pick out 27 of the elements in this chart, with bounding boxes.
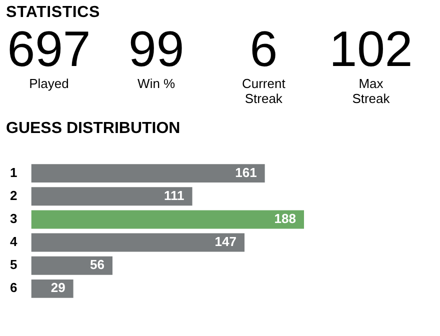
text: 99 [128,21,186,77]
y-tick-label: 4 [10,234,18,250]
y-tick-label: 6 [10,280,18,296]
bar [31,187,192,206]
data-label: 161 [235,164,257,180]
y-tick-label: 2 [10,188,18,203]
text: STATISTICS [6,4,101,22]
text: 6 [248,21,279,77]
bar [31,164,265,183]
y-tick-label: 1 [10,164,18,180]
text: Max Streak [351,76,391,106]
data-label: 29 [50,280,66,296]
chart-title: GUESS DISTRIBUTION [6,120,182,138]
y-tick-label: 3 [10,211,18,226]
bar [31,233,245,252]
text: Current Streak [240,76,286,106]
bar [31,256,112,275]
bar [31,210,304,229]
data-label: 111 [164,188,184,203]
data-label: 56 [90,257,104,272]
y-tick-label: 5 [10,257,18,272]
text: 697 [6,21,92,77]
text: Played [28,76,70,91]
text: Win % [136,76,176,91]
text: 102 [328,21,414,77]
data-label: 188 [274,211,296,226]
data-label: 147 [214,234,237,250]
